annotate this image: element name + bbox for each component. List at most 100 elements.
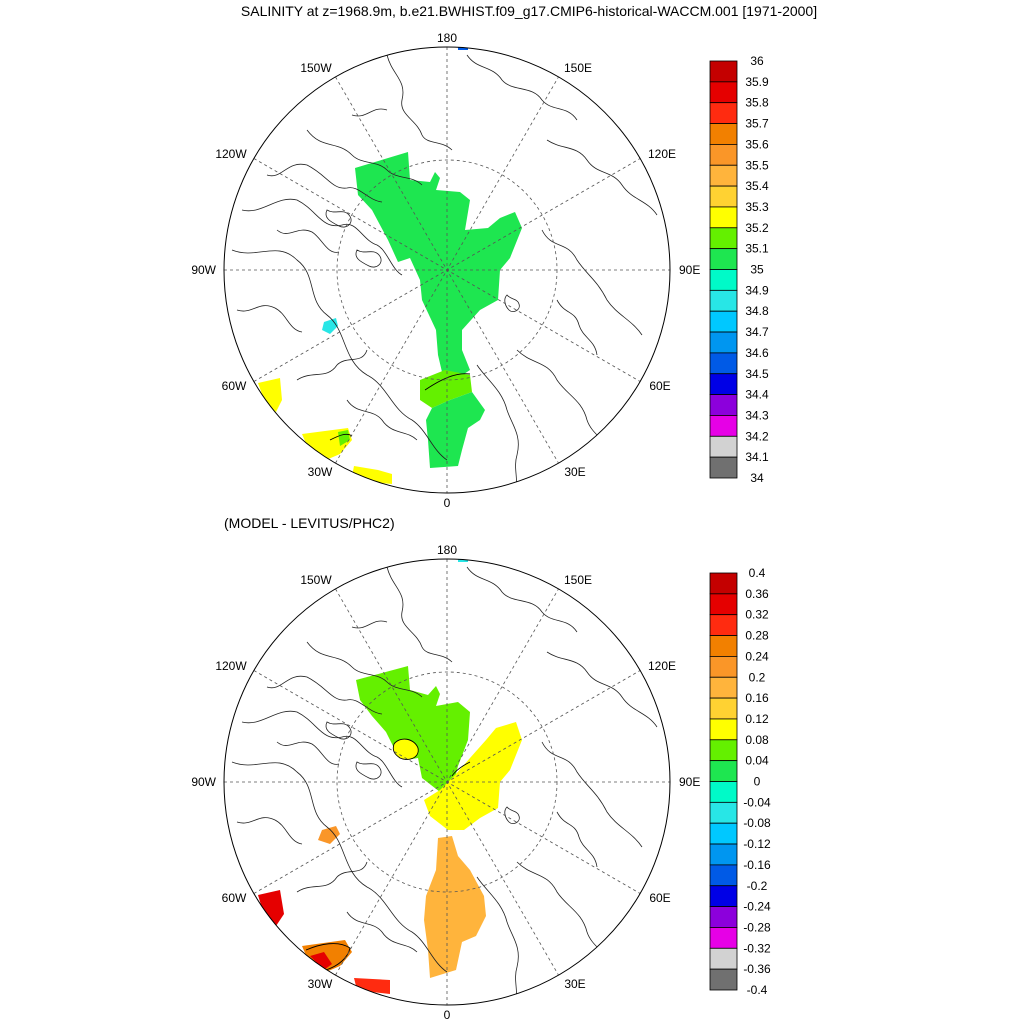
lon-label-150w: 150W xyxy=(300,61,332,75)
difference-colorbar-label: 0.16 xyxy=(745,691,769,705)
difference-colorbar-box xyxy=(709,572,738,595)
difference-colorbar: 0.4 0.36 0.32 0.28 0.24 0.2 0.16 0.12 0.08 0.04 0 -… xyxy=(709,566,771,997)
lon-label-90e: 90E xyxy=(679,263,700,277)
difference-field-cyan-patch-top xyxy=(458,559,468,562)
salinity-colorbar-box xyxy=(709,289,738,312)
salinity-colorbar-box xyxy=(709,227,738,250)
lon-label-60e: 60E xyxy=(649,379,670,393)
lon-label-180: 180 xyxy=(437,543,457,557)
difference-colorbar-label: -0.2 xyxy=(747,879,768,893)
salinity-colorbar-box xyxy=(709,352,738,375)
salinity-colorbar-box xyxy=(709,102,738,124)
difference-colorbar-label: 0.32 xyxy=(745,608,769,622)
salinity-colorbar-label: 34.8 xyxy=(745,304,769,318)
salinity-field-blue-patch-top xyxy=(458,47,468,50)
difference-colorbar-box xyxy=(709,843,738,866)
difference-colorbar-label: -0.4 xyxy=(747,983,768,997)
salinity-colorbar-box xyxy=(709,394,738,416)
salinity-colorbar: 36 35.9 35.8 35.7 35.6 35.5 35.4 35.3 35.2 35.1 35… xyxy=(709,54,769,485)
difference-colorbar-label: 0.2 xyxy=(749,670,766,684)
difference-colorbar-label: 0.12 xyxy=(745,712,769,726)
difference-field-red-patch-bottom xyxy=(354,978,390,994)
difference-colorbar-box xyxy=(709,885,738,908)
salinity-colorbar-box xyxy=(709,415,738,437)
lon-label-30e: 30E xyxy=(564,465,585,479)
salinity-colorbar-label: 34.4 xyxy=(745,388,769,402)
lon-label-0: 0 xyxy=(444,496,451,510)
difference-colorbar-box xyxy=(709,614,738,636)
salinity-contour-inset xyxy=(329,433,353,441)
salinity-colorbar-label: 35.3 xyxy=(745,200,769,214)
salinity-longitude-labels: 180 0 90W 90E 150W 120W 60W 30W 150E 120… xyxy=(191,31,700,510)
difference-colorbar-label: -0.28 xyxy=(743,920,771,934)
difference-panel: (MODEL - LEVITUS/PHC2) xyxy=(191,515,771,1022)
salinity-field-yellow-patch-60w xyxy=(258,378,282,412)
difference-colorbar-box xyxy=(709,739,738,762)
lon-label-150e: 150E xyxy=(564,61,592,75)
difference-longitude-labels: 180 0 90W 90E 150W 120W 60W 30W 150E 120… xyxy=(191,543,700,1022)
salinity-field-yellow-patch-30w xyxy=(302,428,392,484)
salinity-colorbar-label: 35.1 xyxy=(745,242,769,256)
difference-colorbar-box xyxy=(709,718,738,741)
salinity-colorbar-label: 34.9 xyxy=(745,283,769,297)
salinity-colorbar-box xyxy=(709,206,738,229)
difference-contour-30w xyxy=(305,943,351,971)
lon-label-60w: 60W xyxy=(222,379,247,393)
salinity-colorbar-label: 34 xyxy=(750,471,764,485)
lon-label-90e: 90E xyxy=(679,775,700,789)
difference-field-eurasian-basin-anomaly xyxy=(424,722,522,830)
difference-field-nordic-seas-anomaly xyxy=(424,836,486,978)
salinity-graticule xyxy=(224,47,670,493)
difference-colorbar-box xyxy=(709,781,738,803)
difference-field-red-inset-30w xyxy=(310,952,332,970)
lon-label-90w: 90W xyxy=(191,775,216,789)
difference-colorbar-box xyxy=(709,676,738,699)
difference-colorbar-label: -0.16 xyxy=(743,858,771,872)
salinity-colorbar-box xyxy=(709,185,738,208)
salinity-colorbar-label: 35.5 xyxy=(745,158,769,172)
difference-colorbar-box xyxy=(709,927,738,949)
lon-label-120e: 120E xyxy=(648,147,676,161)
salinity-colorbar-label: 34.7 xyxy=(745,325,769,339)
difference-colorbar-box xyxy=(709,760,738,782)
difference-colorbar-label: -0.32 xyxy=(743,941,771,955)
salinity-colorbar-label: 35.8 xyxy=(745,96,769,110)
difference-colorbar-box xyxy=(709,968,738,991)
difference-colorbar-box xyxy=(709,697,738,720)
difference-subtitle: (MODEL - LEVITUS/PHC2) xyxy=(224,515,395,531)
difference-colorbar-label: 0.24 xyxy=(745,649,769,663)
salinity-colorbar-label: 35.6 xyxy=(745,137,769,151)
difference-map xyxy=(223,558,671,1006)
difference-colorbar-label: 0 xyxy=(754,775,761,789)
salinity-fields xyxy=(258,47,522,484)
difference-graticule xyxy=(224,559,670,1005)
salinity-colorbar-label: 36 xyxy=(750,54,764,68)
lon-label-90w: 90W xyxy=(191,263,216,277)
salinity-colorbar-box xyxy=(709,248,738,270)
salinity-colorbar-box xyxy=(709,456,738,479)
salinity-field-southern-green xyxy=(426,392,485,468)
difference-colorbar-box xyxy=(709,593,738,616)
salinity-colorbar-label: 35.4 xyxy=(745,179,769,193)
salinity-map xyxy=(223,46,671,494)
lon-label-30e: 30E xyxy=(564,977,585,991)
difference-colorbar-box xyxy=(709,656,738,678)
salinity-colorbar-box xyxy=(709,331,738,354)
difference-colorbar-label: 0.36 xyxy=(745,587,769,601)
salinity-colorbar-box xyxy=(709,81,738,104)
difference-colorbar-box xyxy=(709,801,738,824)
salinity-colorbar-box xyxy=(709,60,738,83)
salinity-map-boundary xyxy=(223,46,671,494)
difference-contour-strait xyxy=(451,761,471,777)
salinity-colorbar-box xyxy=(709,123,738,145)
difference-colorbar-box xyxy=(709,906,738,928)
difference-field-orange-patch-small xyxy=(318,826,340,844)
salinity-colorbar-label: 34.2 xyxy=(745,429,769,443)
difference-colorbar-box xyxy=(709,635,738,657)
salinity-colorbar-label: 35 xyxy=(750,263,764,277)
difference-map-boundary xyxy=(223,558,671,1006)
salinity-colorbar-label: 34.6 xyxy=(745,346,769,360)
difference-contour-inset xyxy=(392,738,419,760)
salinity-colorbar-box xyxy=(709,435,738,458)
